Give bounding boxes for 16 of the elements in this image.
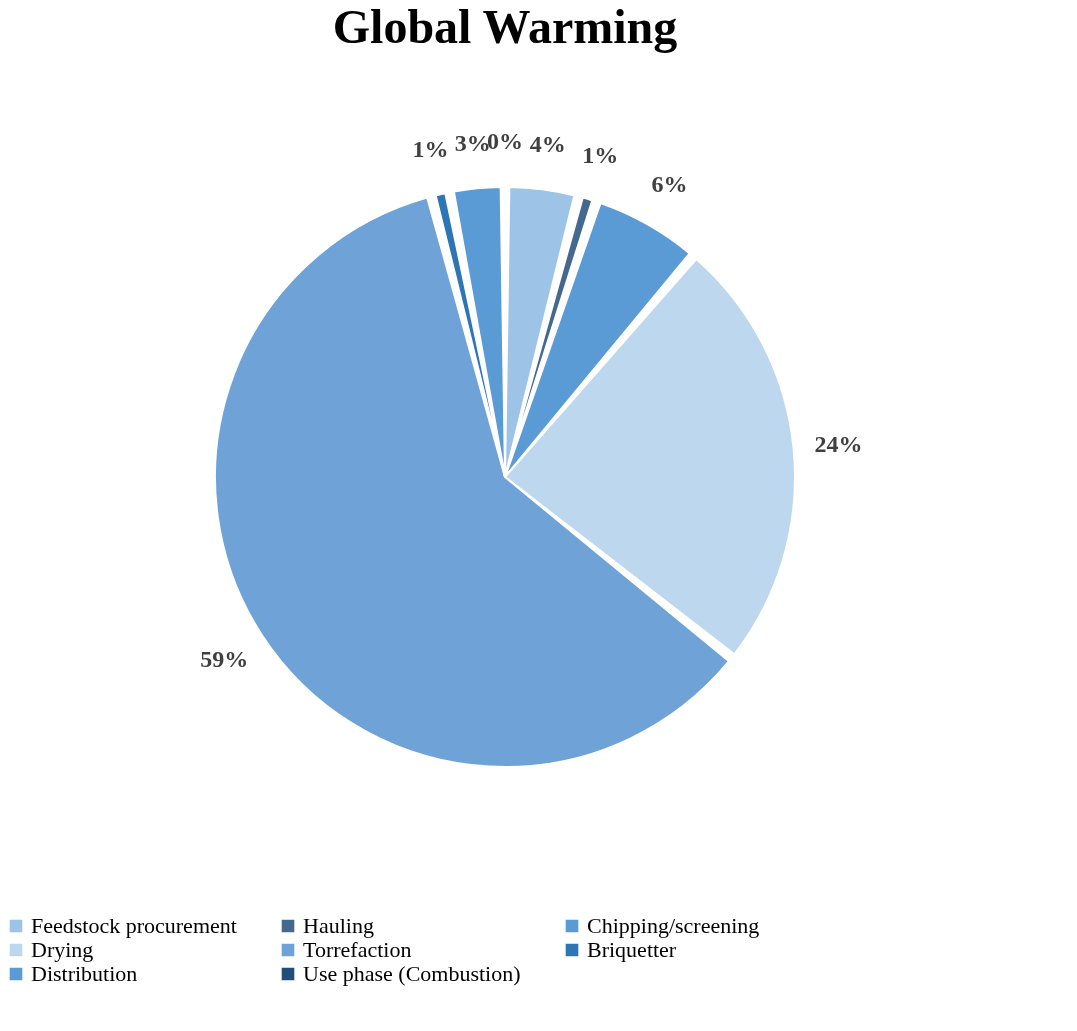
data-label: 1%	[412, 136, 449, 163]
data-label: 24%	[814, 430, 863, 457]
data-label: 6%	[651, 171, 688, 198]
legend-label: Briquetter	[587, 937, 677, 962]
data-label: 4%	[529, 130, 566, 157]
legend-label: Drying	[31, 937, 94, 962]
legend-label: Chipping/screening	[587, 913, 760, 938]
legend-label: Hauling	[303, 913, 374, 938]
data-label: 1%	[582, 141, 619, 168]
legend-label: Use phase (Combustion)	[303, 961, 521, 986]
legend-label: Distribution	[31, 961, 138, 986]
text: 0%	[487, 128, 523, 154]
chart-title: Global Warming	[332, 0, 678, 53]
legend-label: Feedstock procurement	[31, 913, 237, 938]
data-label: 59%	[200, 645, 249, 672]
legend-label: Torrefaction	[303, 937, 412, 962]
